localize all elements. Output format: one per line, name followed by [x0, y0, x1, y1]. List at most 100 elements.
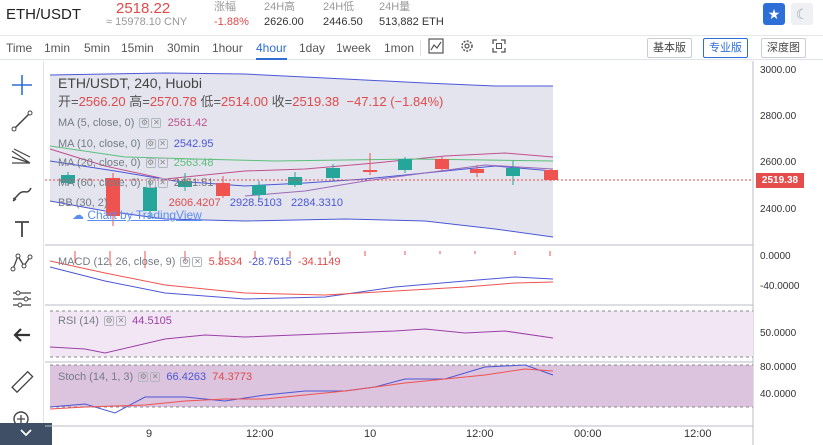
low-value: 2446.50: [323, 16, 363, 28]
price-axis-label: 2600.00: [760, 157, 797, 168]
back-arrow-icon[interactable]: [8, 321, 36, 349]
stoch-close-icon[interactable]: ✕: [150, 372, 161, 383]
macd-axis-label: -40.0000: [760, 281, 800, 292]
bb-lower-value: 2284.3310: [291, 197, 343, 209]
stoch-label: Stoch (14, 1, 3): [58, 371, 134, 383]
tradingview-watermark[interactable]: ☁ Chart by TradingView: [72, 208, 202, 222]
brush-icon[interactable]: [8, 179, 36, 207]
ma20-legend: MA (20, close, 0) ⚙ ✕ 2563.48: [58, 156, 214, 170]
ma5-settings-icon[interactable]: ⚙: [139, 118, 150, 129]
measure-icon[interactable]: [8, 285, 36, 313]
fib-icon[interactable]: [8, 143, 36, 171]
drawing-toolbar: [0, 61, 44, 445]
macd-legend: MACD (12, 26, close, 9) ⚙ ✕ 5.3534 -28.76…: [58, 255, 341, 269]
high-stat: 24H高 2626.00: [264, 0, 304, 30]
time-axis-label: 12:00: [246, 428, 274, 440]
ma60-close-icon[interactable]: ✕: [157, 178, 168, 189]
price-axis-label: 2800.00: [760, 111, 797, 122]
chart-toolbar: Time 1min 5min 15min 30min 1hour 4hour 1…: [0, 36, 823, 60]
bb-label: BB (30, 2): [58, 197, 108, 209]
high-label: 24H高: [264, 1, 296, 13]
macd-label: MACD (12, 26, close, 9): [58, 256, 176, 268]
stoch-axis-label: 40.0000: [760, 389, 797, 400]
ma5-label: MA (5, close, 0): [58, 117, 135, 129]
pro-version-button[interactable]: 专业版: [703, 38, 748, 58]
macd-close-icon[interactable]: ✕: [192, 257, 203, 268]
ma20-label: MA (20, close, 0): [58, 157, 141, 169]
symbol-title-text: ETH/USDT, 240, Huobi: [58, 75, 202, 91]
close-value-main: 2519.38: [292, 94, 340, 109]
time-axis-label: 00:00: [574, 428, 602, 440]
tf-1hour[interactable]: 1hour: [212, 41, 243, 55]
ma60-legend: MA (60, close, 0) ⚙ ✕ 2451.51: [58, 176, 214, 190]
rsi-legend: RSI (14) ⚙ ✕ 44.5105: [58, 314, 172, 328]
tf-1mon[interactable]: 1mon: [384, 41, 415, 55]
macd-value-2: -28.7615: [248, 256, 292, 268]
ma5-legend: MA (5, close, 0) ⚙ ✕ 2561.42: [58, 116, 207, 130]
macd-value-1: 5.3534: [208, 256, 243, 268]
rsi-axis-label: 50.0000: [760, 328, 797, 339]
open-label: 开=: [58, 94, 79, 109]
star-icon[interactable]: ★: [763, 3, 785, 25]
ma10-close-icon[interactable]: ✕: [157, 139, 168, 150]
high-value: 2626.00: [264, 16, 304, 28]
toolbar-separator: [420, 40, 421, 56]
ma60-value: 2451.51: [173, 177, 214, 189]
ma10-label: MA (10, close, 0): [58, 138, 141, 150]
volume-label: 24H量: [379, 1, 411, 13]
cny-price: ≈ 15978.10 CNY: [106, 16, 188, 28]
ma60-label: MA (60, close, 0): [58, 177, 141, 189]
tf-1week[interactable]: 1week: [336, 41, 371, 55]
tf-4hour[interactable]: 4hour: [256, 36, 287, 60]
symbol-title: ETH/USDT, 240, Huobi: [58, 76, 202, 90]
rsi-close-icon[interactable]: ✕: [116, 316, 127, 327]
stoch-settings-icon[interactable]: ⚙: [138, 372, 149, 383]
macd-settings-icon[interactable]: ⚙: [180, 257, 191, 268]
settings-icon[interactable]: [457, 38, 477, 58]
depth-chart-button[interactable]: 深度图: [761, 38, 806, 58]
macd-value-3: -34.1149: [297, 256, 341, 268]
pair-name[interactable]: ETH/USDT: [6, 6, 81, 23]
high-value-main: 2570.78: [149, 94, 197, 109]
volume-value: 513,882 ETH: [379, 16, 444, 28]
bb-upper-value: 2606.4207: [168, 197, 221, 209]
tf-30min[interactable]: 30min: [167, 41, 200, 55]
ruler-icon[interactable]: [8, 369, 36, 397]
high-label-main: 高=: [129, 94, 150, 109]
ma20-value: 2563.48: [173, 157, 214, 169]
ma20-settings-icon[interactable]: ⚙: [145, 158, 156, 169]
last-price: 2518.22: [116, 0, 171, 17]
macd-histogram: [74, 251, 551, 268]
rsi-value: 44.5105: [132, 315, 172, 327]
low-label-main: 低=: [200, 94, 222, 109]
trend-line-icon[interactable]: [8, 107, 36, 135]
basic-version-button[interactable]: 基本版: [647, 38, 692, 58]
moon-icon[interactable]: ☾: [791, 3, 813, 25]
ma60-settings-icon[interactable]: ⚙: [145, 178, 156, 189]
ticker-header: ETH/USDT 2518.22 ≈ 15978.10 CNY 涨幅 -1.88…: [0, 0, 823, 36]
fullscreen-icon[interactable]: [489, 38, 509, 58]
tf-1min[interactable]: 1min: [44, 41, 71, 55]
text-icon[interactable]: [8, 215, 36, 243]
tf-time[interactable]: Time: [6, 41, 33, 55]
time-axis-label: 12:00: [466, 428, 494, 440]
tf-1day[interactable]: 1day: [299, 41, 326, 55]
time-axis-label: 10: [364, 428, 377, 440]
collapse-toolbar-button[interactable]: [0, 423, 52, 445]
crosshair-icon[interactable]: [8, 71, 36, 99]
chart-canvas[interactable]: [45, 61, 823, 445]
pattern-icon[interactable]: [8, 249, 36, 277]
indicator-icon[interactable]: [426, 38, 446, 58]
tf-15min[interactable]: 15min: [121, 41, 154, 55]
chevron-down-icon: [20, 429, 32, 437]
close-label-main: 收=: [271, 94, 293, 109]
ma10-settings-icon[interactable]: ⚙: [145, 139, 156, 150]
change-main: −47.12 (−1.84%): [346, 94, 444, 109]
rsi-label: RSI (14): [58, 315, 99, 327]
rsi-settings-icon[interactable]: ⚙: [104, 316, 115, 327]
time-axis-label: 12:00: [684, 428, 712, 440]
volume-stat: 24H量 513,882 ETH: [379, 0, 444, 30]
tf-5min[interactable]: 5min: [84, 41, 111, 55]
ma5-close-icon[interactable]: ✕: [151, 118, 162, 129]
ma20-close-icon[interactable]: ✕: [157, 158, 168, 169]
